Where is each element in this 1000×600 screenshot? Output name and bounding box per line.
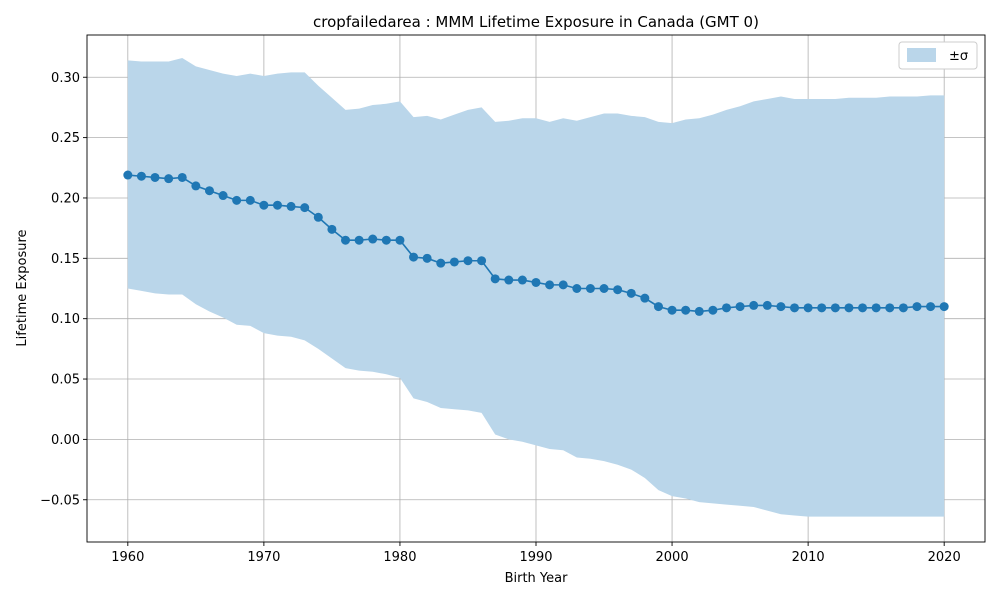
data-point: [545, 280, 555, 290]
data-point: [749, 300, 759, 310]
data-point: [150, 172, 160, 182]
data-point: [599, 284, 609, 293]
sigma-band-layer: [127, 57, 945, 517]
data-point: [436, 258, 446, 268]
data-point: [721, 303, 731, 313]
x-tick-label: 1990: [519, 550, 552, 565]
data-point: [449, 257, 459, 267]
legend-label: ±σ: [949, 49, 968, 64]
y-tick-label: 0.30: [51, 71, 80, 86]
y-axis-ticks: −0.05 0.00 0.05 0.10 0.15 0.20 0.25 0.30: [40, 71, 87, 508]
data-point: [259, 200, 269, 210]
x-axis-ticks: 1960 1970 1980 1990 2000 2010 2020: [111, 542, 961, 565]
data-point: [803, 303, 813, 313]
data-point: [327, 224, 337, 234]
data-point: [912, 302, 922, 312]
data-point: [708, 305, 718, 315]
data-point: [245, 195, 255, 205]
data-point: [667, 305, 677, 315]
x-tick-label: 1960: [111, 550, 144, 565]
data-point: [858, 303, 868, 313]
y-axis-label: Lifetime Exposure: [15, 229, 30, 346]
data-point: [640, 293, 650, 303]
data-point: [422, 253, 432, 263]
chart-title: cropfailedarea : MMM Lifetime Exposure i…: [313, 13, 759, 31]
data-point: [681, 305, 691, 315]
data-point: [898, 303, 908, 313]
y-tick-label: 0.25: [51, 131, 80, 146]
data-point: [735, 302, 745, 312]
data-point: [463, 256, 473, 266]
y-tick-label: 0.05: [51, 373, 80, 388]
data-point: [177, 172, 187, 182]
sigma-band: [127, 57, 945, 517]
data-point: [218, 191, 228, 201]
legend-swatch: [907, 48, 936, 62]
data-point: [585, 284, 595, 293]
data-point: [409, 252, 419, 262]
data-point: [272, 200, 282, 210]
data-point: [477, 256, 487, 266]
data-point: [232, 195, 242, 205]
data-point: [531, 277, 541, 287]
data-point: [517, 275, 527, 285]
data-point: [191, 181, 201, 191]
data-point: [871, 303, 881, 313]
y-tick-label: 0.15: [51, 252, 80, 267]
legend: ±σ: [898, 41, 978, 70]
y-tick-label: −0.05: [40, 493, 80, 508]
data-point: [626, 288, 636, 298]
data-point: [123, 170, 133, 180]
data-point: [504, 275, 514, 285]
data-point: [572, 284, 582, 293]
x-axis-label: Birth Year: [505, 571, 569, 586]
data-point: [490, 274, 500, 284]
x-tick-label: 2010: [792, 550, 825, 565]
data-point: [300, 203, 310, 213]
data-point: [762, 300, 772, 310]
data-point: [354, 235, 364, 245]
data-point: [286, 201, 296, 211]
data-point: [939, 302, 949, 312]
data-point: [558, 280, 568, 290]
data-point: [776, 302, 786, 312]
data-point: [613, 285, 623, 295]
y-tick-label: 0.10: [51, 312, 80, 327]
data-point: [136, 171, 146, 181]
y-tick-label: 0.00: [51, 433, 80, 448]
mean-line-layer: [123, 170, 949, 316]
data-point: [830, 303, 840, 313]
x-tick-label: 2020: [928, 550, 961, 565]
data-point: [204, 186, 214, 196]
data-point: [790, 303, 800, 313]
x-tick-label: 1970: [247, 550, 280, 565]
data-point: [653, 302, 663, 312]
data-point: [381, 235, 391, 245]
data-point: [395, 235, 405, 245]
x-tick-label: 1980: [383, 550, 416, 565]
data-point: [313, 212, 323, 222]
data-point: [164, 174, 174, 184]
y-tick-label: 0.20: [51, 191, 80, 206]
data-point: [368, 234, 378, 244]
data-point: [817, 303, 827, 313]
data-point: [694, 306, 704, 316]
data-point: [885, 303, 895, 313]
data-point: [926, 302, 936, 312]
x-tick-label: 2000: [656, 550, 689, 565]
data-point: [341, 235, 351, 245]
data-point: [844, 303, 854, 313]
